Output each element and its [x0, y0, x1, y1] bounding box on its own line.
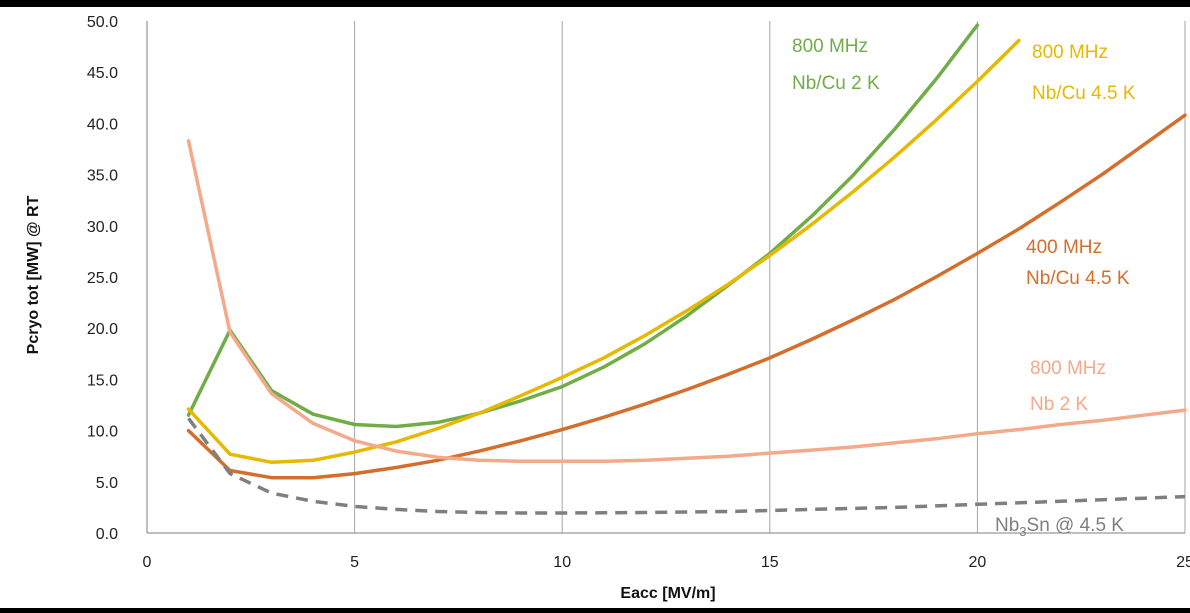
series-label-3-line1: 800 MHz: [1030, 358, 1106, 379]
y-tick-label-5: 25.0: [87, 270, 118, 287]
x-tick-label-1: 5: [350, 554, 359, 571]
y-tick-label-10: 50.0: [87, 14, 118, 31]
y-axis-title: Pcryo tot [MW] @ RT: [25, 195, 42, 354]
y-tick-label-4: 20.0: [87, 321, 118, 338]
series-label-4-a: Nb: [995, 515, 1019, 536]
series-label-4-b: Sn @ 4.5 K: [1027, 515, 1125, 536]
y-tick-label-8: 40.0: [87, 116, 118, 133]
series-label-2-line2: Nb/Cu 4.5 K: [1026, 268, 1130, 289]
series-label-4: Nb3Sn @ 4.5 K: [995, 515, 1124, 539]
y-tick-label-6: 30.0: [87, 219, 118, 236]
series-label-1-line2: Nb/Cu 4.5 K: [1032, 83, 1136, 104]
y-tick-label-2: 10.0: [87, 424, 118, 441]
y-tick-label-7: 35.0: [87, 168, 118, 185]
series-label-1-line1: 800 MHz: [1032, 42, 1108, 63]
series-label-0-line2: Nb/Cu 2 K: [792, 73, 880, 94]
y-tick-label-9: 45.0: [87, 65, 118, 82]
series-label-2-line1: 400 MHz: [1026, 237, 1102, 258]
series-label-4-sub: 3: [1019, 524, 1026, 539]
x-tick-label-0: 0: [143, 554, 152, 571]
x-tick-label-5: 25: [1176, 554, 1190, 571]
series-label-0-line1: 800 MHz: [792, 36, 868, 57]
series-label-3-line2: Nb 2 K: [1030, 394, 1088, 415]
y-tick-label-0: 0.0: [96, 526, 118, 543]
x-tick-label-4: 20: [969, 554, 987, 571]
top-border: [0, 0, 1190, 7]
x-tick-label-2: 10: [553, 554, 571, 571]
y-tick-label-3: 15.0: [87, 372, 118, 389]
x-axis-title: Eacc [MV/m]: [620, 585, 715, 602]
y-tick-label-1: 5.0: [96, 475, 118, 492]
x-tick-label-3: 15: [761, 554, 779, 571]
